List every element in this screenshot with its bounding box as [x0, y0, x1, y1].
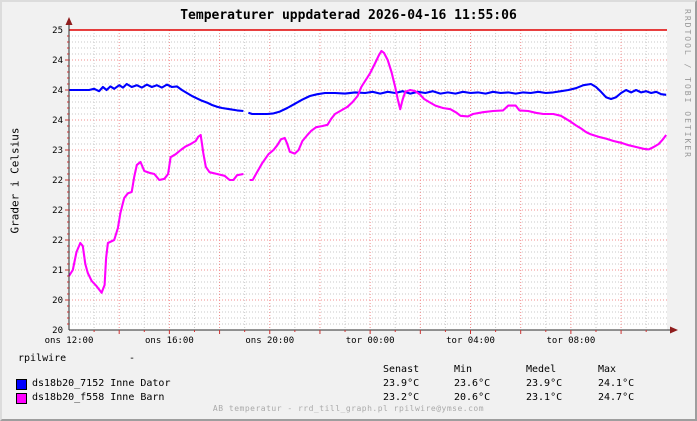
y-tick-label: 20 — [52, 296, 63, 306]
barn-senast: 23.2°C — [383, 392, 420, 403]
y-tick-label: 25 — [52, 26, 63, 36]
barn-max: 24.7°C — [598, 392, 635, 403]
legend-col-min: Min — [454, 364, 473, 375]
barn-medel: 23.1°C — [526, 392, 563, 403]
legend-col-senast: Senast — [383, 364, 420, 375]
series-swatch-inne-barn — [16, 393, 27, 404]
series-line-1 — [249, 49, 668, 182]
dator-max: 24.1°C — [598, 378, 635, 389]
dator-senast: 23.9°C — [383, 378, 420, 389]
series-label-inne-barn: ds18b20_f558 Inne Barn — [32, 392, 165, 403]
legend-source-value: - — [129, 353, 136, 364]
y-tick-label: 22 — [52, 236, 63, 246]
barn-min: 20.6°C — [454, 392, 491, 403]
series-line-1 — [68, 133, 244, 294]
series-line-0 — [69, 82, 244, 113]
y-tick-label: 23 — [52, 146, 63, 156]
y-tick-label: 22 — [52, 206, 63, 216]
y-tick-label: 24 — [52, 56, 63, 66]
x-tick-label: tor 08:00 — [546, 336, 595, 346]
x-tick-label: ons 16:00 — [145, 336, 194, 346]
y-tick-label: 24 — [52, 116, 63, 126]
y-tick-label: 21 — [52, 266, 63, 276]
x-tick-label: tor 04:00 — [446, 336, 495, 346]
x-tick-label: ons 12:00 — [45, 336, 94, 346]
x-tick-label: ons 20:00 — [245, 336, 294, 346]
legend-col-medel: Medel — [526, 364, 557, 375]
rrdtool-watermark: RRDTOOL / TOBI OETIKER — [683, 9, 692, 159]
legend-source-label: rpilwire — [18, 353, 67, 364]
x-tick-label: tor 00:00 — [346, 336, 395, 346]
y-tick-label: 24 — [52, 86, 63, 96]
legend-col-max: Max — [598, 364, 617, 375]
series-label-inne-dator: ds18b20_7152 Inne Dator — [32, 378, 171, 389]
y-axis-arrow — [65, 17, 73, 25]
series-line-0 — [248, 82, 667, 116]
dator-medel: 23.9°C — [526, 378, 563, 389]
y-tick-label: 20 — [52, 326, 63, 336]
footer-comment: AB temperatur - rrd_till_graph.pl rpilwi… — [212, 404, 485, 413]
x-axis-arrow — [670, 326, 678, 334]
y-tick-label: 22 — [52, 176, 63, 186]
graph-title: Temperaturer uppdaterad 2026-04-16 11:55… — [180, 8, 517, 23]
dator-min: 23.6°C — [454, 378, 491, 389]
series-swatch-inne-dator — [16, 379, 27, 390]
chart-plot-area: ons 12:00 ons 16:00 ons 20:00 tor 00:00 tor … — [45, 17, 678, 346]
